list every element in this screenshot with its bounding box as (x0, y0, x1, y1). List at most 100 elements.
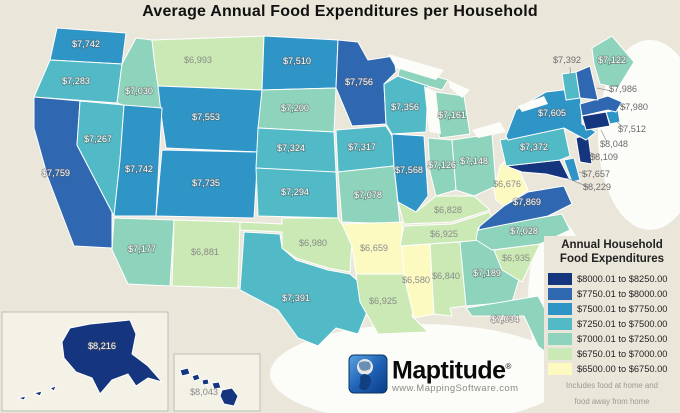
state-NC[interactable]: North Carolina $7,028 (475, 213, 571, 251)
lake-huron (448, 80, 470, 98)
legend-range-label-6: $6500.00 to $6750.00 (577, 364, 668, 374)
state-label-KS: $7,294 (281, 187, 309, 197)
legend-range-label-5: $6750.01 to $7000.00 (577, 349, 668, 359)
lakes-layer (388, 54, 548, 138)
legend-footnote-line2: food away from home (574, 397, 650, 406)
state-OK[interactable]: Oklahoma $6,980 (239, 217, 353, 273)
state-label-NM: $6,881 (191, 247, 219, 257)
state-label-ND: $7,510 (283, 56, 311, 66)
state-label-ME: $7,122 (598, 55, 626, 65)
state-label-PA: $7,372 (520, 142, 548, 152)
state-MN[interactable]: Minnesota $7,756 (335, 39, 397, 127)
state-label-RI: $7,512 (618, 124, 646, 134)
leader-line-NJ (589, 151, 597, 158)
state-label-TX: $7,391 (282, 293, 310, 303)
state-label-OK: $6,980 (299, 238, 327, 248)
legend-row-1: $7750.01 to $8000.00 (548, 288, 680, 300)
state-ME[interactable]: Maine $7,122 (591, 35, 635, 89)
state-AK[interactable]: Alaska $8,216 (49, 385, 57, 392)
state-label-CA: $7,759 (42, 168, 70, 178)
state-label-TN: $6,925 (430, 229, 458, 239)
state-label-UT: $7,742 (125, 164, 153, 174)
legend-row-5: $6750.01 to $7000.00 (548, 348, 680, 360)
state-AK[interactable]: Alaska $8,216 (33, 390, 43, 397)
mapping-software-url[interactable]: www.MappingSoftware.com (392, 383, 519, 395)
legend-row-4: $7000.01 to $7250.00 (548, 333, 680, 345)
states-layer: Washington $7,742Oregon $7,283California… (33, 27, 635, 355)
state-IN[interactable]: Indiana $7,126 (427, 137, 457, 197)
legend-swatch-1 (548, 288, 572, 300)
state-CT[interactable]: Connecticut $8,048 (581, 111, 611, 131)
maptitude-logo-icon (348, 354, 388, 394)
state-TX[interactable]: Texas $7,391 (239, 231, 373, 347)
state-label-CO: $7,735 (192, 178, 220, 188)
state-KY[interactable]: Kentucky $6,828 (397, 195, 491, 225)
state-label-WY: $7,553 (192, 112, 220, 122)
state-HI[interactable]: Hawaii $8,043 (191, 373, 201, 382)
state-label-MT: $6,993 (184, 55, 212, 65)
legend-rows: $8000.01 to $8250.00 $7750.01 to $8000.00… (544, 273, 680, 375)
leader-line-CT (600, 129, 608, 143)
state-label-AZ: $7,177 (128, 244, 156, 254)
leader-line-RI (616, 121, 625, 129)
state-label-MD: $8,229 (583, 182, 611, 192)
leader-line-NH (596, 87, 612, 92)
state-label-WI: $7,356 (391, 102, 419, 112)
legend-swatch-0 (548, 273, 572, 285)
state-NH[interactable]: New Hampshire $7,986 (575, 65, 599, 101)
legend-row-0: $8000.01 to $8250.00 (548, 273, 680, 285)
state-HI[interactable]: Hawaii $8,043 (211, 381, 222, 390)
state-label-IN: $7,126 (428, 160, 456, 170)
state-label-MO: $7,078 (354, 190, 382, 200)
state-label-WA: $7,742 (72, 39, 100, 49)
lake-superior (388, 54, 444, 80)
state-label-VA: $7,869 (513, 197, 541, 207)
state-MA[interactable]: Massachusetts $7,980 (579, 95, 623, 117)
map-title: Average Annual Food Expenditures per Hou… (142, 3, 538, 20)
legend-swatch-5 (548, 348, 572, 360)
state-label-IL: $7,568 (395, 165, 423, 175)
state-label-HI: $8,043 (190, 387, 218, 397)
lake-erie (472, 122, 506, 138)
state-AZ[interactable]: Arizona $7,177 (111, 217, 175, 287)
legend-swatch-4 (548, 333, 572, 345)
state-label-LA: $6,925 (369, 296, 397, 306)
state-DE[interactable]: Delaware $7,657 (563, 157, 581, 183)
legend-range-label-0: $8000.01 to $8250.00 (577, 274, 668, 284)
legend-row-2: $7500.01 to $7750.00 (548, 303, 680, 315)
state-MS[interactable]: Mississippi $6,580 (401, 243, 435, 319)
leader-line-MA (620, 104, 627, 109)
state-label-MS: $6,580 (402, 275, 430, 285)
legend-swatch-6 (548, 363, 572, 375)
legend-row-3: $7250.01 to $7500.00 (548, 318, 680, 330)
legend-title-line1: Annual Household (561, 239, 663, 251)
state-AK[interactable]: Alaska $8,216 (61, 319, 163, 395)
state-label-VT: $7,392 (553, 55, 581, 65)
state-CO[interactable]: Colorado $7,735 (155, 149, 259, 219)
state-label-NY: $7,605 (538, 108, 566, 118)
maptitude-branding: Maptitude® www.MappingSoftware.com (348, 354, 518, 394)
state-label-CT: $8,048 (600, 139, 628, 149)
state-HI[interactable]: Hawaii $8,043 (201, 378, 210, 386)
legend-range-label-2: $7500.01 to $7750.00 (577, 304, 668, 314)
registered-mark: ® (505, 362, 512, 371)
state-label-AL: $6,840 (432, 271, 460, 281)
legend-title-line2: Food Expenditures (559, 253, 665, 265)
state-AK[interactable]: Alaska $8,216 (17, 395, 27, 401)
state-label-MN: $7,756 (345, 77, 373, 87)
state-NM[interactable]: New Mexico $6,881 (171, 219, 241, 289)
state-label-SD: $7,200 (281, 103, 309, 113)
state-label-WV: $6,676 (493, 179, 521, 189)
state-WV[interactable]: West Virginia $6,676 (493, 157, 529, 207)
state-HI[interactable]: Hawaii $8,043 (179, 367, 191, 377)
state-label-AR: $6,659 (360, 243, 388, 253)
leader-line-DE (578, 171, 589, 176)
state-label-OH: $7,148 (460, 156, 488, 166)
state-labels-layer: $7,742 $7,283 $7,759 $7,267 $7,030 $6,993 $7,5… (41, 38, 648, 397)
state-HI[interactable]: Hawaii $8,043 (219, 387, 239, 407)
legend-range-label-3: $7250.01 to $7500.00 (577, 319, 668, 329)
state-UT[interactable]: Utah $7,742 (113, 104, 163, 217)
legend-swatch-3 (548, 318, 572, 330)
state-label-AK: $8,216 (88, 341, 116, 351)
